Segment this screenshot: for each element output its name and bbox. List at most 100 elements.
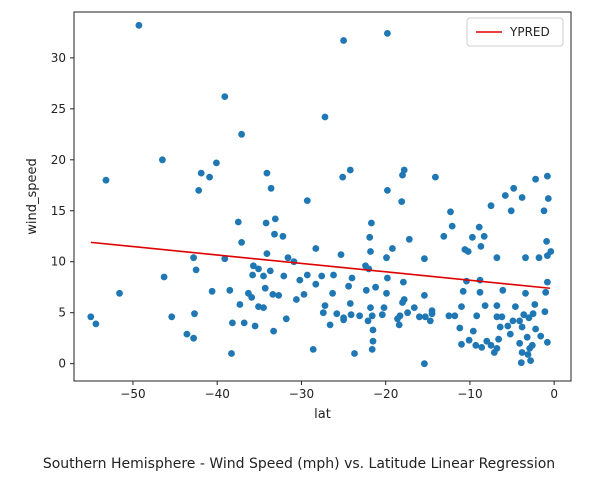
- data-point: [525, 351, 532, 358]
- data-point: [447, 208, 454, 215]
- y-tick-label: 30: [51, 51, 66, 65]
- data-point: [264, 250, 271, 257]
- data-point: [383, 254, 390, 261]
- data-point: [190, 335, 197, 342]
- data-point: [330, 272, 337, 279]
- data-point: [469, 234, 476, 241]
- data-point: [389, 245, 396, 252]
- data-point: [275, 292, 282, 299]
- y-tick-label: 0: [58, 357, 66, 371]
- plot-area-frame: [74, 12, 571, 381]
- data-point: [463, 278, 470, 285]
- data-point: [269, 291, 276, 298]
- data-point: [365, 318, 372, 325]
- data-point: [381, 304, 388, 311]
- data-point: [497, 324, 504, 331]
- data-point: [249, 272, 256, 279]
- data-point: [477, 289, 484, 296]
- data-point: [248, 294, 255, 301]
- data-point: [522, 290, 529, 297]
- data-point: [477, 277, 484, 284]
- y-axis-ticks: 0 5 10 15 20 25 30: [51, 51, 74, 371]
- data-point: [263, 220, 270, 227]
- x-tick-label: −20: [373, 387, 398, 401]
- y-tick-label: 25: [51, 102, 66, 116]
- data-point: [226, 287, 233, 294]
- data-point: [512, 303, 519, 310]
- data-point: [384, 275, 391, 282]
- data-point: [545, 195, 552, 202]
- data-point: [356, 312, 363, 319]
- x-tick-label: −50: [120, 387, 145, 401]
- data-point: [494, 302, 501, 309]
- data-point: [529, 342, 536, 349]
- x-tick-label: −10: [457, 387, 482, 401]
- data-point: [195, 187, 202, 194]
- data-point: [241, 320, 248, 327]
- data-point: [229, 320, 236, 327]
- data-point: [235, 219, 242, 226]
- data-point: [87, 313, 94, 320]
- data-point: [369, 346, 376, 353]
- data-point: [488, 202, 495, 209]
- data-point: [255, 266, 262, 273]
- data-point: [280, 273, 287, 280]
- data-point: [312, 245, 319, 252]
- data-point: [519, 349, 526, 356]
- data-point: [347, 300, 354, 307]
- legend: YPRED: [467, 18, 563, 46]
- data-point: [168, 313, 175, 320]
- data-point: [184, 331, 191, 338]
- data-point: [544, 279, 551, 286]
- data-point: [209, 288, 216, 295]
- data-point: [520, 311, 527, 318]
- data-point: [347, 167, 354, 174]
- data-point: [547, 248, 554, 255]
- figure-caption: Southern Hemisphere - Wind Speed (mph) v…: [0, 456, 598, 472]
- x-tick-label: −40: [205, 387, 230, 401]
- data-point: [482, 302, 489, 309]
- data-point: [394, 315, 401, 322]
- data-point: [522, 254, 529, 261]
- data-point: [338, 251, 345, 258]
- data-point: [190, 254, 197, 261]
- x-tick-label: 0: [550, 387, 558, 401]
- y-tick-label: 10: [51, 255, 66, 269]
- data-point: [213, 160, 220, 167]
- data-point: [340, 37, 347, 44]
- data-point: [416, 313, 423, 320]
- data-point: [421, 360, 428, 367]
- data-point: [283, 315, 290, 322]
- data-point: [349, 275, 356, 282]
- data-point: [304, 197, 311, 204]
- data-point: [472, 342, 479, 349]
- data-point: [494, 254, 501, 261]
- data-point: [421, 292, 428, 299]
- x-axis-label: lat: [314, 407, 331, 422]
- data-point: [272, 216, 279, 223]
- data-point: [396, 322, 403, 329]
- data-point: [544, 339, 551, 346]
- data-point: [238, 131, 245, 138]
- data-point: [301, 291, 308, 298]
- data-point: [262, 285, 269, 292]
- data-point: [280, 233, 287, 240]
- scatter-points: [87, 22, 554, 367]
- data-point: [136, 22, 143, 29]
- x-tick-label: −30: [289, 387, 314, 401]
- data-point: [365, 266, 372, 273]
- data-point: [502, 192, 509, 199]
- data-point: [159, 156, 166, 163]
- data-point: [458, 341, 465, 348]
- data-point: [527, 357, 534, 364]
- data-point: [270, 328, 277, 335]
- data-point: [264, 170, 271, 177]
- data-point: [470, 328, 477, 335]
- data-point: [543, 238, 550, 245]
- data-point: [478, 243, 485, 250]
- data-point: [383, 290, 390, 297]
- data-point: [451, 312, 458, 319]
- data-point: [440, 233, 447, 240]
- data-point: [345, 283, 352, 290]
- data-point: [370, 327, 377, 334]
